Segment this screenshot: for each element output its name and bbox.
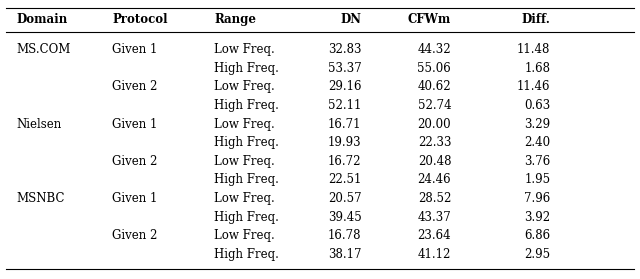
Text: Range: Range xyxy=(214,13,257,26)
Text: 0.63: 0.63 xyxy=(524,99,550,112)
Text: 7.96: 7.96 xyxy=(524,192,550,205)
Text: 20.57: 20.57 xyxy=(328,192,362,205)
Text: High Freq.: High Freq. xyxy=(214,248,279,261)
Text: Low Freq.: Low Freq. xyxy=(214,118,275,131)
Text: Low Freq.: Low Freq. xyxy=(214,80,275,93)
Text: 19.93: 19.93 xyxy=(328,136,362,149)
Text: 6.86: 6.86 xyxy=(524,229,550,242)
Text: High Freq.: High Freq. xyxy=(214,136,279,149)
Text: 32.83: 32.83 xyxy=(328,43,362,56)
Text: 55.06: 55.06 xyxy=(417,62,451,75)
Text: 16.71: 16.71 xyxy=(328,118,362,131)
Text: 43.37: 43.37 xyxy=(417,211,451,224)
Text: 22.33: 22.33 xyxy=(418,136,451,149)
Text: 53.37: 53.37 xyxy=(328,62,362,75)
Text: Given 2: Given 2 xyxy=(112,229,157,242)
Text: 2.95: 2.95 xyxy=(524,248,550,261)
Text: 28.52: 28.52 xyxy=(418,192,451,205)
Text: 40.62: 40.62 xyxy=(417,80,451,93)
Text: CFWm: CFWm xyxy=(408,13,451,26)
Text: High Freq.: High Freq. xyxy=(214,211,279,224)
Text: 52.11: 52.11 xyxy=(328,99,362,112)
Text: 22.51: 22.51 xyxy=(328,174,362,186)
Text: High Freq.: High Freq. xyxy=(214,99,279,112)
Text: Low Freq.: Low Freq. xyxy=(214,43,275,56)
Text: 3.76: 3.76 xyxy=(524,155,550,168)
Text: 2.40: 2.40 xyxy=(524,136,550,149)
Text: 38.17: 38.17 xyxy=(328,248,362,261)
Text: 39.45: 39.45 xyxy=(328,211,362,224)
Text: 44.32: 44.32 xyxy=(417,43,451,56)
Text: Given 2: Given 2 xyxy=(112,155,157,168)
Text: Given 1: Given 1 xyxy=(112,43,157,56)
Text: 23.64: 23.64 xyxy=(417,229,451,242)
Text: MS.COM: MS.COM xyxy=(16,43,70,56)
Text: 20.48: 20.48 xyxy=(418,155,451,168)
Text: 11.48: 11.48 xyxy=(517,43,550,56)
Text: Nielsen: Nielsen xyxy=(16,118,61,131)
Text: Low Freq.: Low Freq. xyxy=(214,192,275,205)
Text: 3.92: 3.92 xyxy=(524,211,550,224)
Text: 3.29: 3.29 xyxy=(524,118,550,131)
Text: 24.46: 24.46 xyxy=(417,174,451,186)
Text: High Freq.: High Freq. xyxy=(214,62,279,75)
Text: Given 1: Given 1 xyxy=(112,118,157,131)
Text: 16.78: 16.78 xyxy=(328,229,362,242)
Text: Diff.: Diff. xyxy=(522,13,550,26)
Text: Low Freq.: Low Freq. xyxy=(214,155,275,168)
Text: 52.74: 52.74 xyxy=(417,99,451,112)
Text: 29.16: 29.16 xyxy=(328,80,362,93)
Text: Domain: Domain xyxy=(16,13,67,26)
Text: Given 2: Given 2 xyxy=(112,80,157,93)
Text: Protocol: Protocol xyxy=(112,13,168,26)
Text: High Freq.: High Freq. xyxy=(214,174,279,186)
Text: 11.46: 11.46 xyxy=(517,80,550,93)
Text: 20.00: 20.00 xyxy=(417,118,451,131)
Text: 1.95: 1.95 xyxy=(524,174,550,186)
Text: 16.72: 16.72 xyxy=(328,155,362,168)
Text: 41.12: 41.12 xyxy=(418,248,451,261)
Text: Given 1: Given 1 xyxy=(112,192,157,205)
Text: MSNBC: MSNBC xyxy=(16,192,65,205)
Text: DN: DN xyxy=(340,13,362,26)
Text: Low Freq.: Low Freq. xyxy=(214,229,275,242)
Text: 1.68: 1.68 xyxy=(524,62,550,75)
